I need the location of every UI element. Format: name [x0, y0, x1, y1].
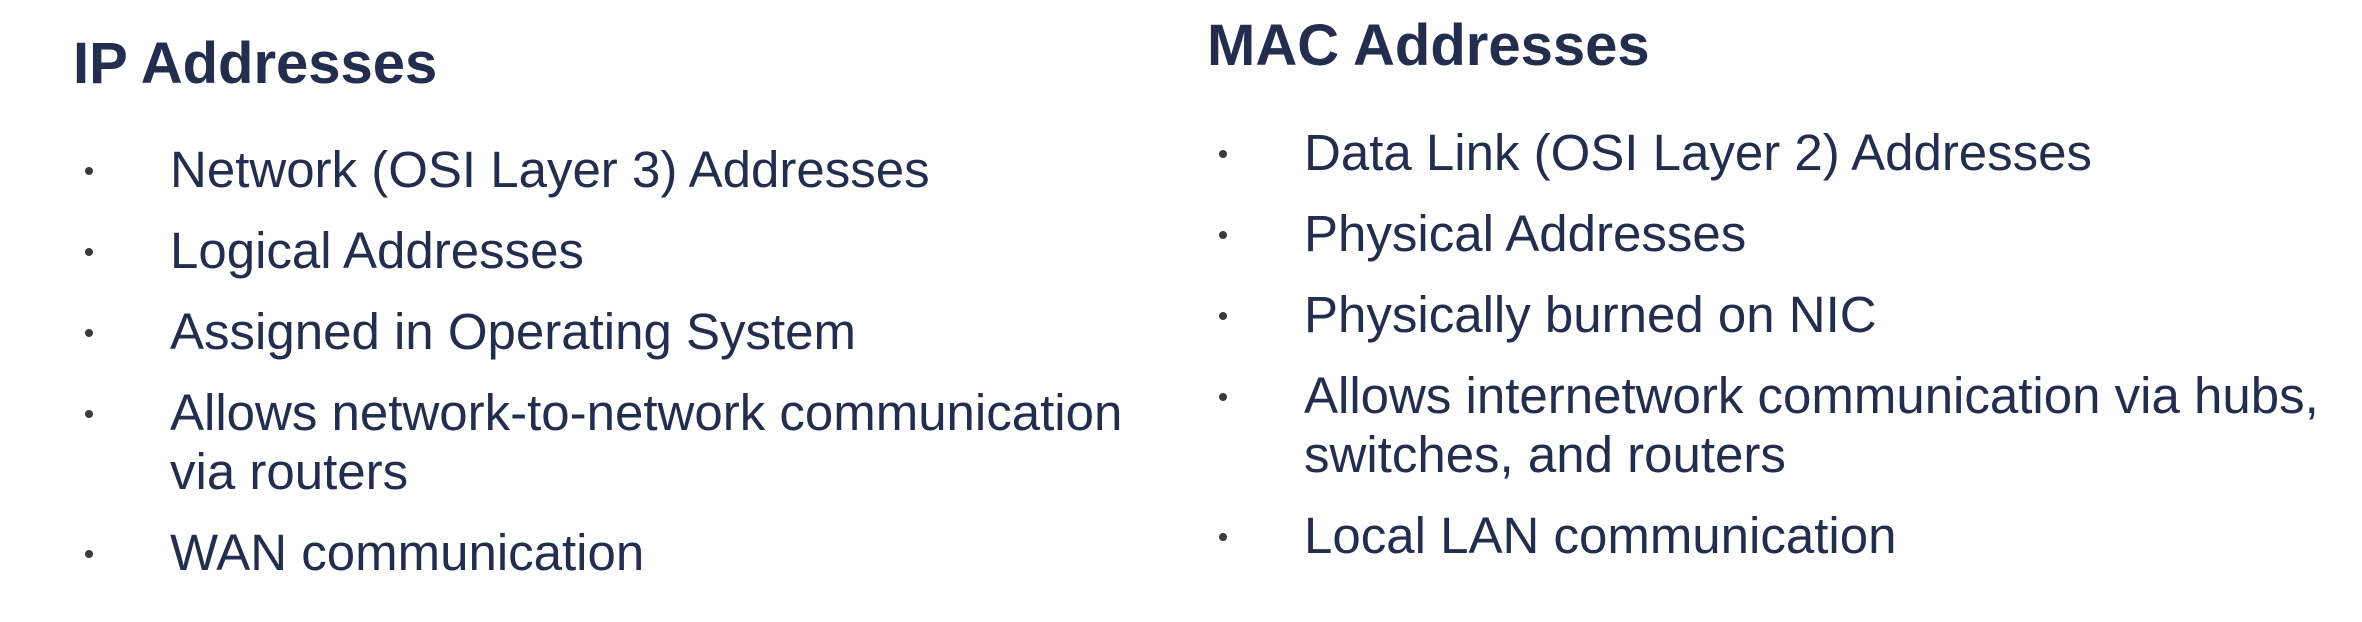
list-item-text: Physically burned on NIC [1304, 286, 1877, 343]
bullet-icon [1219, 231, 1227, 239]
ip-addresses-heading: IP Addresses [73, 31, 438, 96]
ip-addresses-list: Network (OSI Layer 3) Addresses Logical … [73, 140, 1133, 604]
bullet-icon [85, 167, 93, 175]
list-item-text: Physical Addresses [1304, 205, 1747, 262]
list-item: Assigned in Operating System [73, 302, 1133, 361]
mac-addresses-list: Data Link (OSI Layer 2) Addresses Physic… [1207, 123, 2357, 587]
bullet-icon [1219, 312, 1227, 320]
list-item: Allows internetwork communication via hu… [1207, 366, 2357, 484]
list-item: Physically burned on NIC [1207, 285, 2357, 344]
list-item-text: Logical Addresses [170, 222, 584, 279]
bullet-icon [85, 410, 93, 418]
list-item-text: Network (OSI Layer 3) Addresses [170, 141, 930, 198]
bullet-icon [85, 550, 93, 558]
list-item-text: WAN communication [170, 524, 645, 581]
list-item-text: Assigned in Operating System [170, 303, 857, 360]
list-item: Logical Addresses [73, 221, 1133, 280]
bullet-icon [1219, 393, 1227, 401]
list-item-text: Data Link (OSI Layer 2) Addresses [1304, 124, 2093, 181]
list-item-text: Allows network-to-network communication … [170, 384, 1123, 500]
list-item: WAN communication [73, 523, 1133, 582]
list-item: Network (OSI Layer 3) Addresses [73, 140, 1133, 199]
list-item: Data Link (OSI Layer 2) Addresses [1207, 123, 2357, 182]
mac-addresses-heading: MAC Addresses [1207, 13, 1650, 78]
bullet-icon [1219, 150, 1227, 158]
list-item: Allows network-to-network communication … [73, 383, 1133, 501]
list-item-text: Local LAN communication [1304, 507, 1897, 564]
bullet-icon [85, 329, 93, 337]
bullet-icon [1219, 533, 1227, 541]
list-item: Physical Addresses [1207, 204, 2357, 263]
list-item-text: Allows internetwork communication via hu… [1304, 367, 2319, 483]
list-item: Local LAN communication [1207, 506, 2357, 565]
bullet-icon [85, 248, 93, 256]
